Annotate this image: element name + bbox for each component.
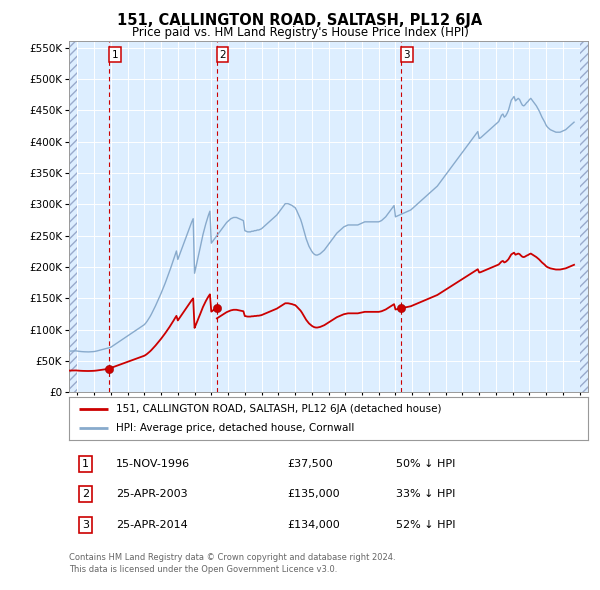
Text: 1: 1 [82, 459, 89, 468]
Text: 2: 2 [82, 489, 89, 499]
Text: 50% ↓ HPI: 50% ↓ HPI [396, 459, 455, 468]
Text: 25-APR-2003: 25-APR-2003 [116, 489, 187, 499]
Text: 2: 2 [219, 50, 226, 60]
Text: 1: 1 [112, 50, 118, 60]
Text: 25-APR-2014: 25-APR-2014 [116, 520, 187, 530]
Text: £135,000: £135,000 [287, 489, 340, 499]
Text: This data is licensed under the Open Government Licence v3.0.: This data is licensed under the Open Gov… [69, 565, 337, 574]
Text: 3: 3 [82, 520, 89, 530]
Text: £37,500: £37,500 [287, 459, 333, 468]
Text: Contains HM Land Registry data © Crown copyright and database right 2024.: Contains HM Land Registry data © Crown c… [69, 553, 395, 562]
Text: 52% ↓ HPI: 52% ↓ HPI [396, 520, 455, 530]
Text: HPI: Average price, detached house, Cornwall: HPI: Average price, detached house, Corn… [116, 423, 354, 433]
Text: 15-NOV-1996: 15-NOV-1996 [116, 459, 190, 468]
Text: 3: 3 [403, 50, 410, 60]
Text: Price paid vs. HM Land Registry's House Price Index (HPI): Price paid vs. HM Land Registry's House … [131, 26, 469, 39]
Text: 151, CALLINGTON ROAD, SALTASH, PL12 6JA: 151, CALLINGTON ROAD, SALTASH, PL12 6JA [118, 13, 482, 28]
Text: 151, CALLINGTON ROAD, SALTASH, PL12 6JA (detached house): 151, CALLINGTON ROAD, SALTASH, PL12 6JA … [116, 404, 441, 414]
Text: £134,000: £134,000 [287, 520, 340, 530]
Text: 33% ↓ HPI: 33% ↓ HPI [396, 489, 455, 499]
